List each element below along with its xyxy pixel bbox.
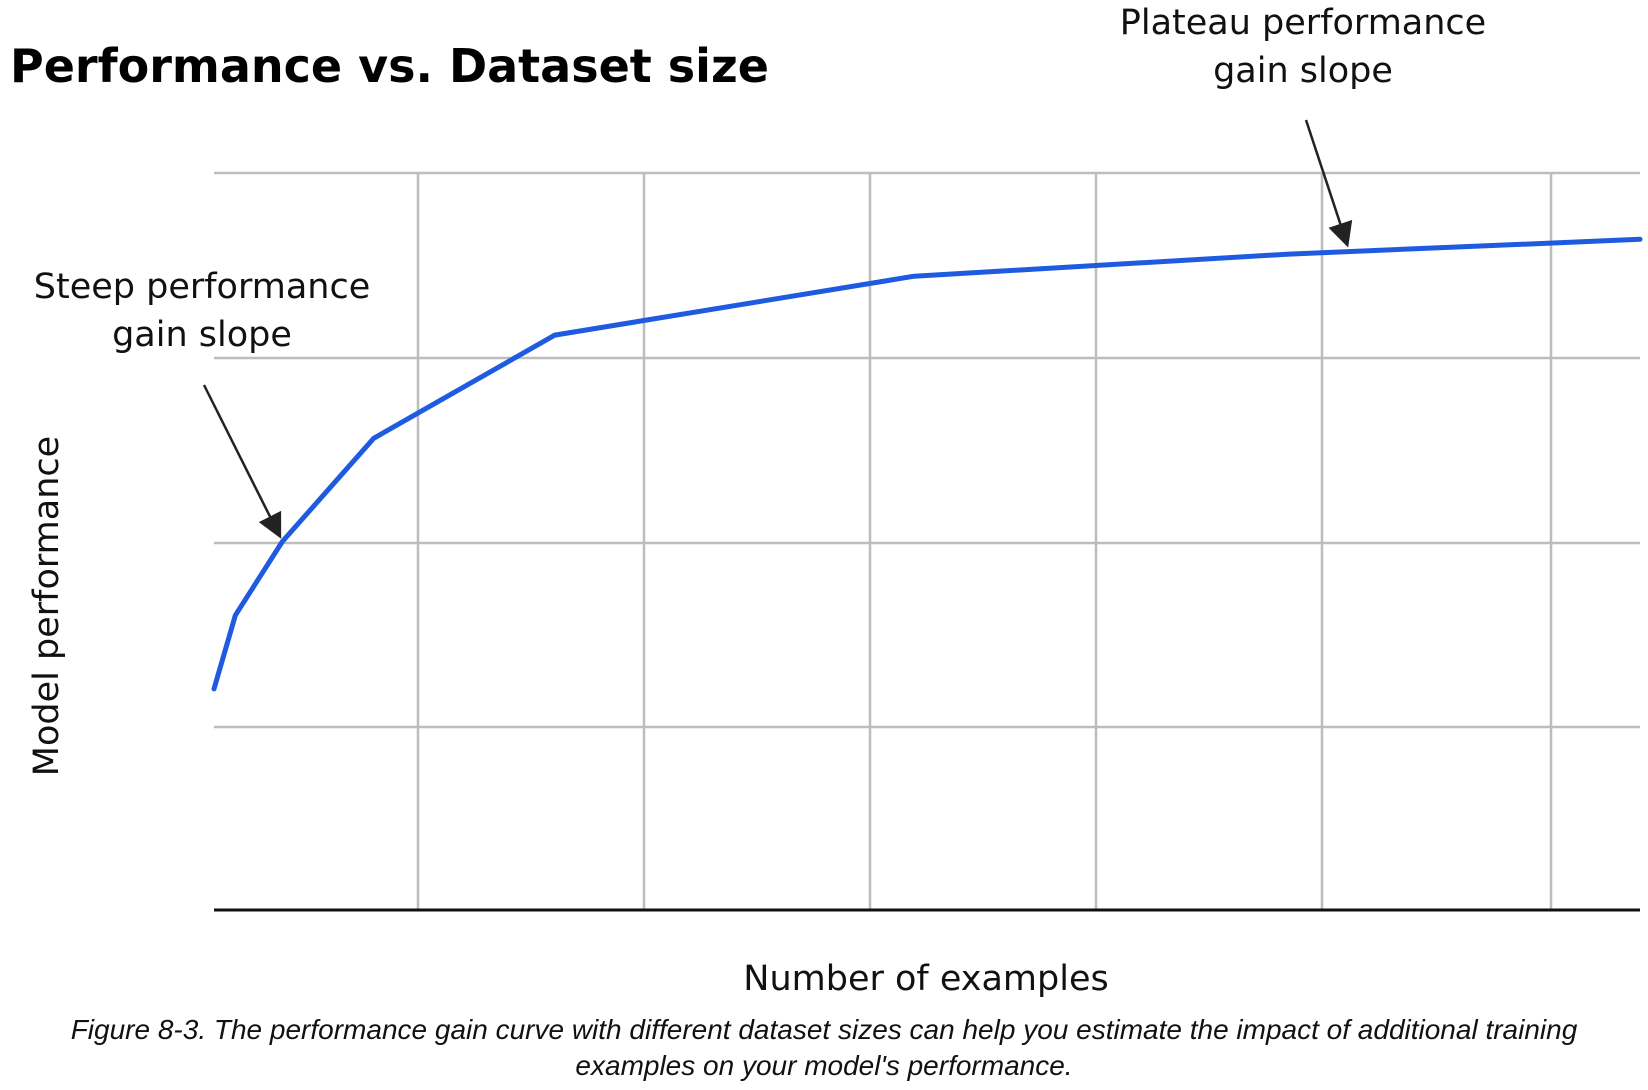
annotation-arrow [202, 384, 282, 539]
annotation-plateau: Plateau performance gain slope [1120, 3, 1486, 248]
series-line [211, 236, 1643, 692]
series-layer [211, 236, 1643, 692]
annotation-text: Steep performance [34, 267, 371, 307]
grid [214, 171, 1640, 910]
x-axis-label: Number of examples [743, 959, 1108, 999]
annotation-steep: Steep performance gain slope [34, 267, 371, 539]
y-axis-label: Model performance [27, 436, 67, 776]
annotation-arrow [1304, 119, 1353, 248]
annotation-text: gain slope [1213, 51, 1393, 91]
chart: Performance vs. Dataset size Steep perfo… [10, 3, 1643, 999]
annotation-text: gain slope [112, 315, 292, 355]
figure-caption: Figure 8-3. The performance gain curve w… [70, 1014, 1578, 1081]
chart-title: Performance vs. Dataset size [10, 39, 769, 93]
annotation-text: Plateau performance [1120, 3, 1486, 43]
